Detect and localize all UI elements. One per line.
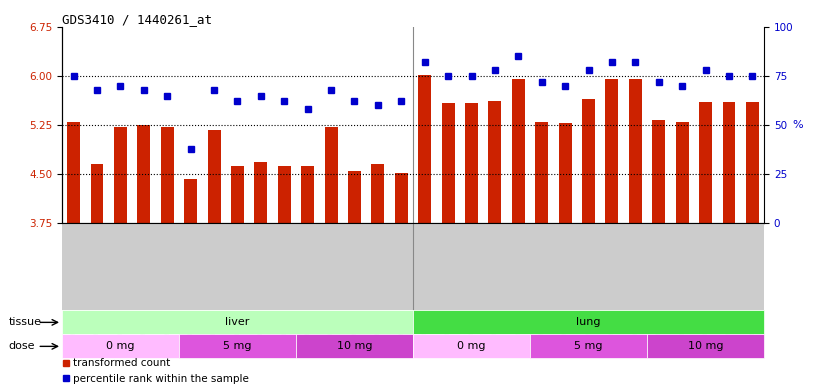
Bar bbox=[184, 179, 197, 223]
Bar bbox=[699, 102, 712, 223]
Bar bbox=[161, 127, 173, 223]
Bar bbox=[62, 310, 413, 334]
Bar bbox=[512, 79, 525, 223]
Bar bbox=[723, 102, 735, 223]
Text: 10 mg: 10 mg bbox=[688, 341, 724, 351]
Bar bbox=[605, 79, 619, 223]
Bar bbox=[114, 127, 127, 223]
Bar bbox=[325, 127, 338, 223]
Text: GDS3410 / 1440261_at: GDS3410 / 1440261_at bbox=[62, 13, 212, 26]
Bar bbox=[372, 164, 384, 223]
Bar bbox=[231, 166, 244, 223]
Text: 0 mg: 0 mg bbox=[107, 341, 135, 351]
Bar bbox=[413, 310, 764, 334]
Text: 0 mg: 0 mg bbox=[458, 341, 486, 351]
Bar bbox=[254, 162, 268, 223]
Bar bbox=[301, 166, 314, 223]
Bar bbox=[653, 121, 665, 223]
Text: 5 mg: 5 mg bbox=[574, 341, 603, 351]
Bar bbox=[278, 166, 291, 223]
Text: dose: dose bbox=[8, 341, 35, 351]
Bar bbox=[558, 123, 572, 223]
Bar bbox=[67, 122, 80, 223]
Bar bbox=[91, 164, 103, 223]
Bar bbox=[137, 125, 150, 223]
Y-axis label: %: % bbox=[792, 120, 803, 130]
Text: tissue: tissue bbox=[8, 317, 41, 328]
Bar bbox=[179, 334, 296, 358]
Bar bbox=[465, 103, 478, 223]
Bar bbox=[582, 99, 595, 223]
Bar bbox=[413, 334, 530, 358]
Bar bbox=[418, 75, 431, 223]
Bar bbox=[746, 102, 759, 223]
Bar bbox=[535, 122, 548, 223]
Bar bbox=[530, 334, 647, 358]
Text: lung: lung bbox=[577, 317, 601, 328]
Text: 10 mg: 10 mg bbox=[337, 341, 373, 351]
Bar bbox=[207, 129, 221, 223]
Bar bbox=[647, 334, 764, 358]
Legend: transformed count, percentile rank within the sample: transformed count, percentile rank withi… bbox=[62, 358, 249, 384]
Bar bbox=[488, 101, 501, 223]
Text: liver: liver bbox=[225, 317, 249, 328]
Bar bbox=[296, 334, 413, 358]
Bar bbox=[676, 122, 689, 223]
Bar bbox=[629, 79, 642, 223]
Text: 5 mg: 5 mg bbox=[223, 341, 252, 351]
Bar bbox=[348, 171, 361, 223]
Bar bbox=[442, 103, 454, 223]
Bar bbox=[395, 173, 408, 223]
Bar bbox=[62, 334, 179, 358]
